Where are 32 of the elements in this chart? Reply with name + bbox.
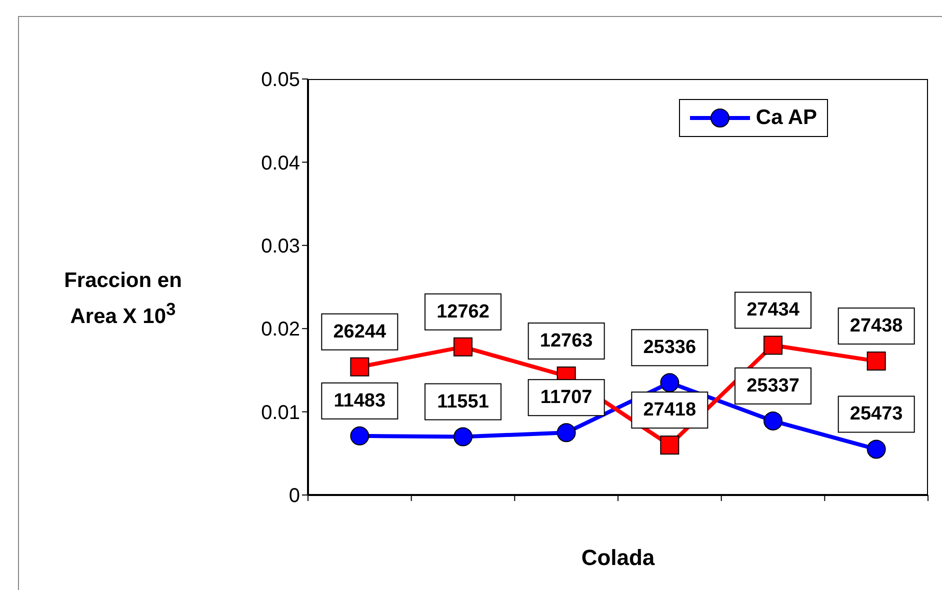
y-tick-label: 0.03	[261, 236, 300, 258]
annotation: 27438	[850, 316, 903, 337]
annotation: 26244	[333, 321, 387, 342]
point	[764, 411, 782, 430]
y-tick-label: 0.04	[261, 152, 300, 174]
annotation: 25337	[746, 375, 800, 396]
point	[660, 373, 680, 392]
annotation: 25473	[850, 404, 903, 425]
point	[866, 352, 886, 371]
point	[866, 440, 886, 459]
legend-label: Ca AP	[756, 106, 817, 130]
y-tick-label: 0.01	[261, 402, 300, 424]
point	[350, 357, 370, 376]
point	[556, 423, 576, 442]
point	[350, 426, 370, 446]
y-tick-label: 0.05	[261, 69, 300, 92]
annotation: 27434	[746, 300, 800, 321]
annotation: 25336	[643, 337, 696, 358]
y-tick-label: 0.02	[261, 318, 300, 341]
y-axis-title: Fraccion en Area X 10$^{3}$	[63, 268, 183, 330]
annotation: 11707	[540, 387, 592, 408]
point	[764, 336, 782, 355]
point	[454, 427, 472, 446]
annotation: 11551	[437, 391, 490, 412]
y-tick-label: 0	[288, 485, 300, 508]
annotation: 11483	[334, 390, 386, 412]
x-axis-title: Colada	[581, 545, 656, 570]
point	[454, 337, 472, 356]
annotation: 12763	[540, 330, 593, 352]
annotation: 12762	[436, 301, 490, 322]
point	[660, 436, 680, 455]
annotation: 27418	[643, 400, 696, 421]
